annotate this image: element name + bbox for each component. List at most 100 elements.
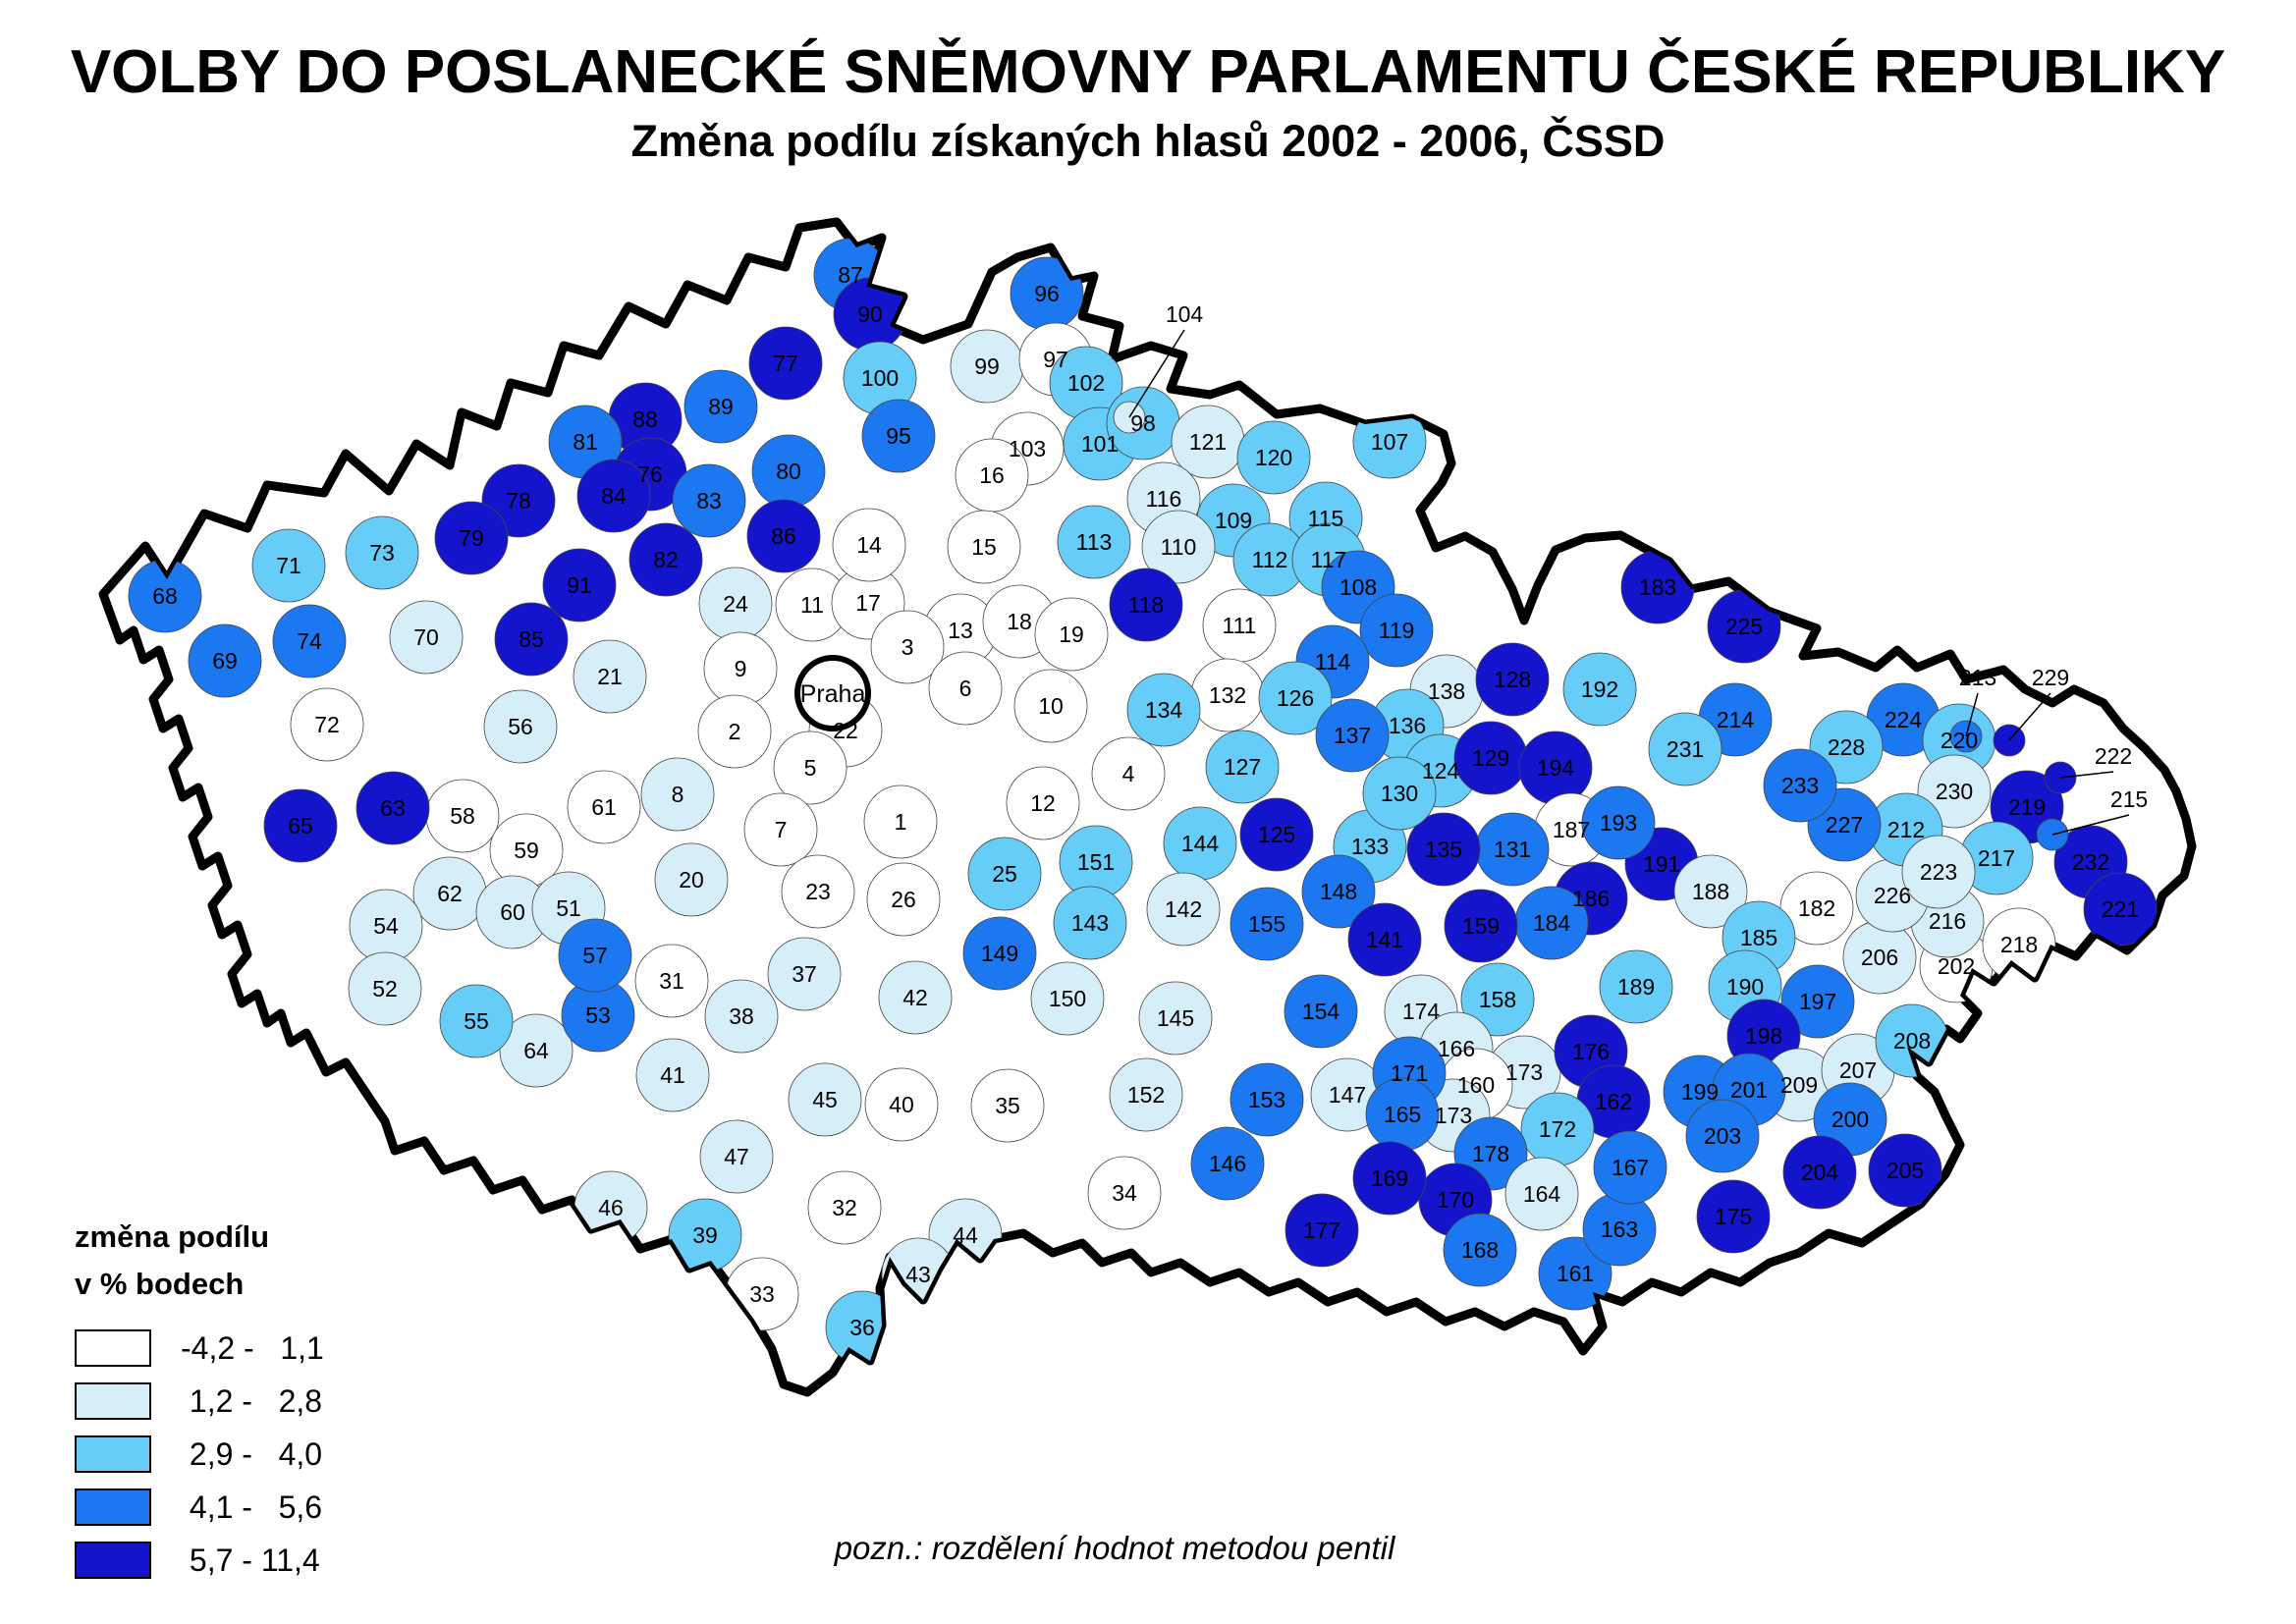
district-number-label: 11	[800, 592, 824, 618]
district-region-118	[1109, 568, 1183, 642]
district-number-label: 87	[838, 262, 863, 288]
district-region-52	[348, 951, 422, 1026]
district-number-label: 172	[1539, 1116, 1576, 1142]
district-number-label: 173	[1505, 1059, 1543, 1085]
district-region-34	[1087, 1156, 1162, 1230]
district-region-65	[263, 788, 338, 863]
district-region-137	[1315, 698, 1390, 773]
district-number-label: 173	[1435, 1103, 1472, 1128]
district-region-3	[870, 610, 945, 684]
district-region-69	[188, 623, 262, 698]
district-number-label: 14	[856, 532, 882, 558]
district-number-label: 84	[601, 483, 627, 509]
district-number-label: 23	[805, 879, 831, 904]
district-region-155	[1230, 887, 1304, 961]
district-number-label: 97	[1043, 347, 1068, 372]
district-region-57	[558, 918, 632, 993]
district-number-label: 167	[1612, 1155, 1649, 1180]
district-number-label: 132	[1209, 682, 1246, 708]
district-region-73	[345, 515, 419, 590]
district-number-label: 15	[971, 534, 997, 560]
district-number-label: 41	[660, 1062, 685, 1088]
district-number-label: 188	[1692, 879, 1729, 904]
district-number-label: 31	[659, 968, 684, 994]
district-number-label: 98	[1130, 410, 1156, 436]
leader-line-213	[1965, 692, 1979, 737]
district-region-146	[1190, 1126, 1265, 1201]
district-region-4	[1091, 736, 1166, 811]
district-region-32	[807, 1170, 882, 1245]
district-number-label: 35	[995, 1093, 1020, 1118]
district-number-label: 113	[1076, 529, 1113, 555]
legend-swatch-class0	[75, 1329, 151, 1367]
district-region-8	[640, 757, 715, 832]
district-region-120	[1236, 420, 1311, 495]
district-region-25	[967, 837, 1042, 911]
district-number-label: 146	[1209, 1151, 1246, 1176]
leader-line-229	[2008, 692, 2051, 741]
district-region-152	[1109, 1057, 1183, 1132]
district-number-label: 12	[1030, 790, 1056, 816]
district-region-61	[567, 770, 641, 844]
district-number-label: 136	[1389, 713, 1426, 738]
district-number-label: 151	[1077, 849, 1115, 875]
district-region-6	[928, 651, 1003, 726]
district-number-label: 24	[723, 591, 748, 617]
district-region-119	[1359, 593, 1434, 668]
district-region-161	[1538, 1236, 1613, 1311]
district-number-label: 190	[1726, 974, 1764, 1000]
district-region-64	[499, 1013, 574, 1088]
district-region-79	[434, 501, 509, 575]
district-number-label: 95	[886, 423, 911, 449]
district-number-label: 17	[855, 590, 881, 616]
district-region-113	[1057, 505, 1131, 579]
district-number-label: 231	[1667, 736, 1704, 762]
district-number-label: 9	[735, 656, 747, 681]
district-number-label: 159	[1462, 913, 1500, 939]
district-number-label: 80	[776, 459, 801, 484]
district-number-label: 206	[1861, 945, 1898, 970]
district-number-label: 4	[1122, 761, 1135, 786]
district-number-label: 90	[857, 301, 883, 327]
district-number-label: 131	[1494, 837, 1531, 862]
district-number-label: 221	[2102, 896, 2139, 922]
district-region-148	[1301, 854, 1376, 929]
district-number-label: 107	[1371, 429, 1408, 455]
district-number-label: 81	[573, 429, 598, 455]
district-number-label: 185	[1740, 925, 1777, 950]
map-footnote: pozn.: rozdělení hodnot metodou pentil	[834, 1530, 1395, 1566]
district-number-label: 207	[1839, 1057, 1877, 1083]
district-number-label: 37	[792, 961, 817, 987]
district-number-label: 60	[500, 899, 525, 925]
district-region-193	[1581, 785, 1656, 860]
district-number-label: 130	[1381, 781, 1418, 806]
legend-label-class3: 4,1 - 5,6	[181, 1489, 323, 1525]
district-number-label: 74	[297, 628, 322, 654]
district-number-label: 79	[459, 525, 484, 551]
district-number-label: 71	[276, 553, 301, 578]
district-region-47	[699, 1119, 774, 1194]
district-region-126	[1258, 661, 1333, 735]
district-number-label: 155	[1248, 911, 1285, 937]
praha-label: Praha	[800, 680, 866, 708]
district-region-159	[1444, 889, 1518, 963]
district-number-label: 192	[1581, 677, 1618, 702]
district-number-label: 61	[591, 794, 617, 820]
district-number-label: 223	[1920, 859, 1957, 885]
district-number-label: 96	[1034, 281, 1060, 306]
district-region-91	[542, 548, 617, 623]
district-number-label: 229	[2032, 665, 2069, 690]
district-region-192	[1562, 652, 1637, 727]
district-number-label: 109	[1215, 508, 1252, 533]
district-number-label: 224	[1885, 707, 1923, 732]
district-number-label: 201	[1730, 1077, 1768, 1103]
district-number-label: 6	[959, 676, 972, 701]
district-number-label: 193	[1600, 810, 1637, 836]
district-region-154	[1284, 974, 1358, 1049]
district-region-231	[1648, 712, 1722, 786]
district-number-label: 204	[1801, 1160, 1839, 1185]
district-region-223	[1901, 835, 1976, 909]
district-region-177	[1285, 1193, 1359, 1268]
